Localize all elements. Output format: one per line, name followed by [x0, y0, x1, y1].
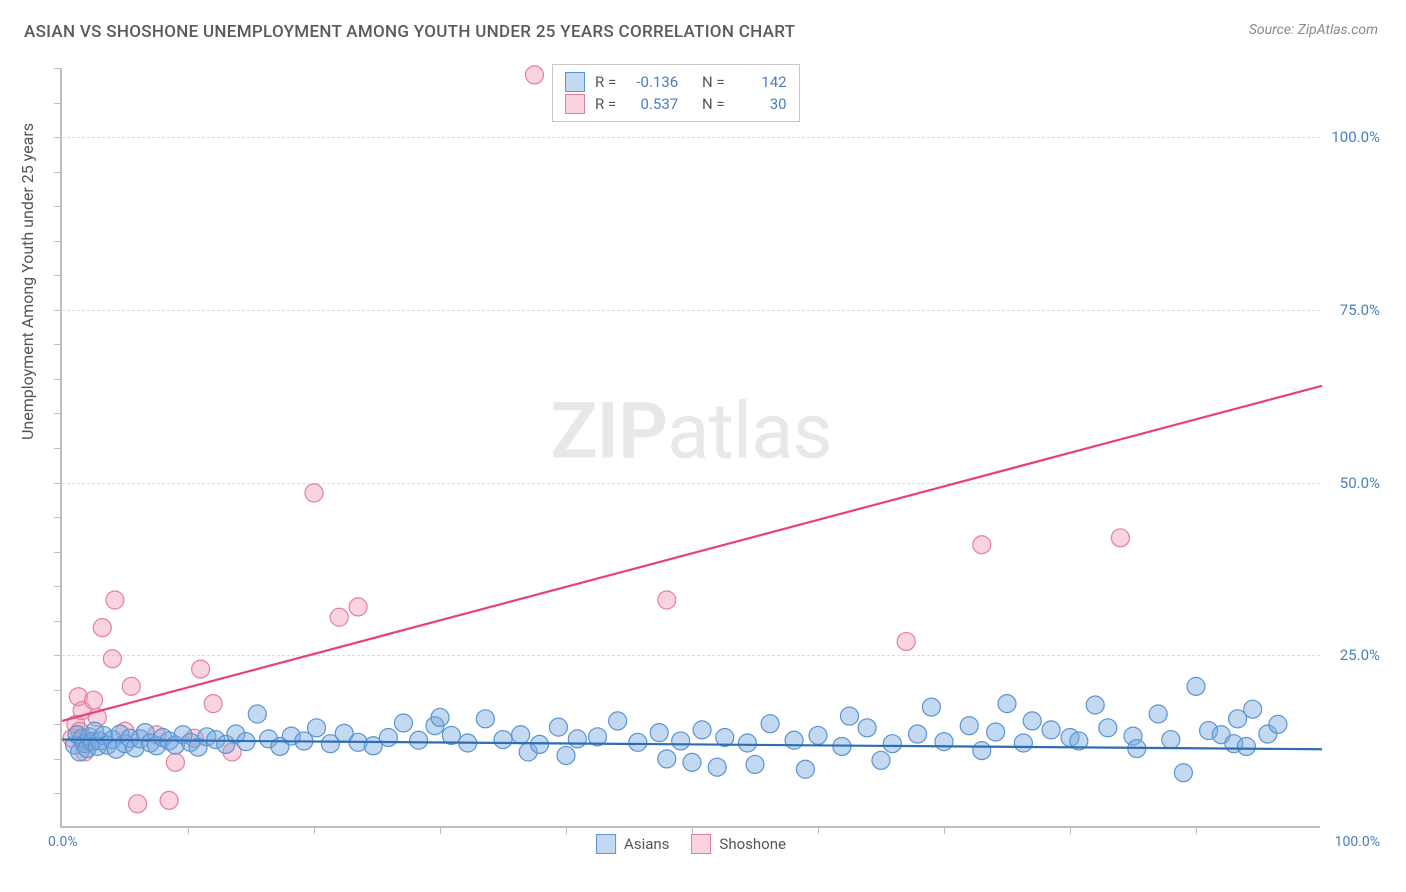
r-label-shoshone: R = [595, 95, 616, 113]
n-value-shoshone: 30 [735, 95, 787, 113]
n-label-shoshone: N = [702, 95, 725, 113]
n-value-asian: 142 [735, 73, 787, 91]
r-label-asian: R = [595, 73, 616, 91]
source-attribution: Source: ZipAtlas.com [1249, 22, 1378, 38]
legend-label-shoshone: Shoshone [719, 835, 786, 853]
legend-item-asian: Asians [596, 834, 669, 854]
legend-stats-row-asian: R = -0.136 N = 142 [565, 71, 787, 93]
plot-region: ZIPatlas 25.0%50.0%75.0%100.0% 0.0% 100.… [60, 68, 1320, 828]
n-label-asian: N = [702, 73, 725, 91]
swatch-asian-bottom [596, 834, 616, 854]
x-tick-zero: 0.0% [48, 834, 78, 850]
source-prefix: Source: [1249, 22, 1298, 38]
swatch-shoshone [565, 94, 585, 114]
plot-svg [62, 68, 1322, 828]
swatch-asian [565, 72, 585, 92]
legend-item-shoshone: Shoshone [691, 834, 786, 854]
y-axis-label: Unemployment Among Youth under 25 years [18, 123, 37, 440]
y-tick-label: 75.0% [1340, 301, 1380, 319]
y-tick-label: 50.0% [1340, 474, 1380, 492]
r-value-shoshone: 0.537 [626, 95, 678, 113]
legend-label-asian: Asians [624, 835, 669, 853]
source-name: ZipAtlas.com [1298, 22, 1378, 38]
x-tick-hundred: 100.0% [1335, 834, 1380, 850]
legend-series: Asians Shoshone [596, 834, 786, 854]
swatch-shoshone-bottom [691, 834, 711, 854]
legend-stats: R = -0.136 N = 142 R = 0.537 N = 30 [552, 64, 800, 122]
y-tick-label: 25.0% [1340, 646, 1380, 664]
r-value-asian: -0.136 [626, 73, 678, 91]
chart-area: ZIPatlas 25.0%50.0%75.0%100.0% 0.0% 100.… [60, 68, 1380, 828]
legend-stats-row-shoshone: R = 0.537 N = 30 [565, 93, 787, 115]
y-tick-label: 100.0% [1331, 128, 1380, 146]
chart-title: ASIAN VS SHOSHONE UNEMPLOYMENT AMONG YOU… [24, 22, 795, 42]
